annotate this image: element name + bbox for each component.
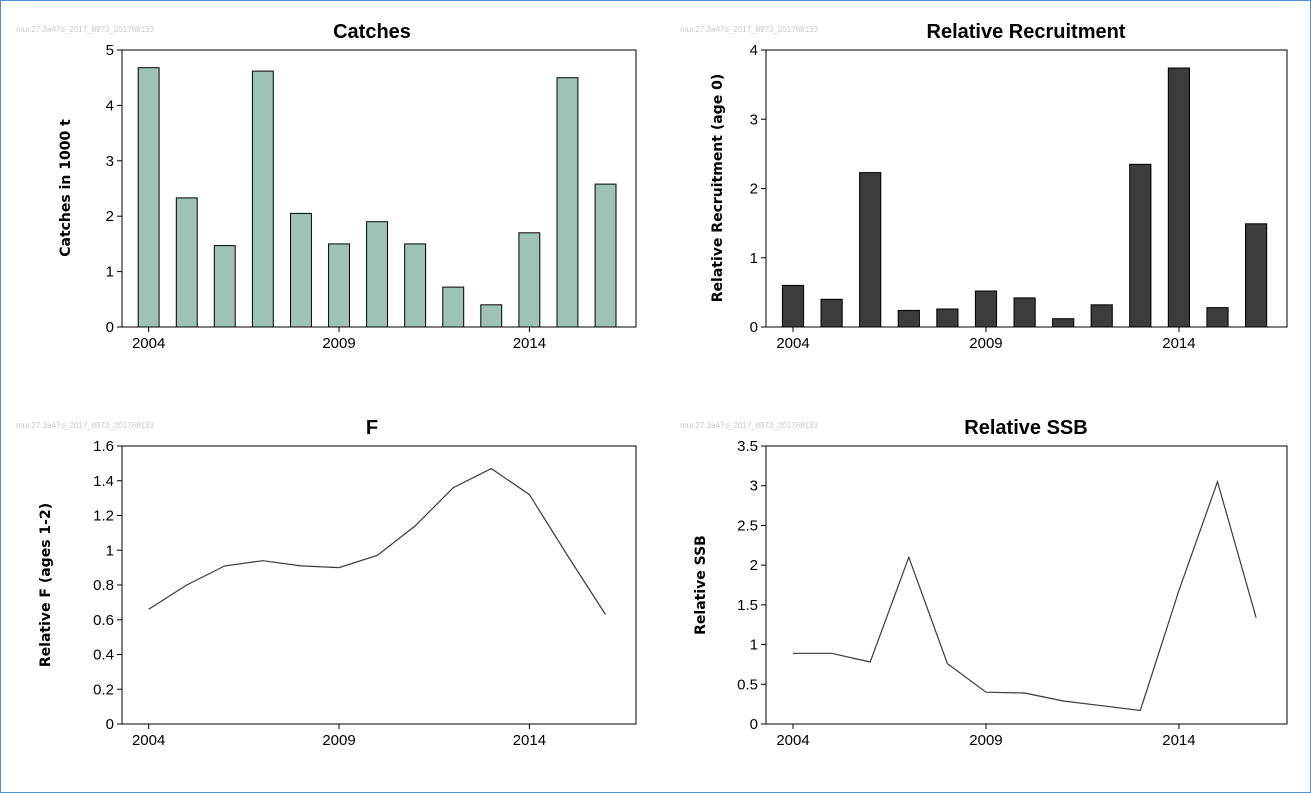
ssb-plot-frame [765, 445, 1288, 725]
catches-bar-2006 [213, 245, 236, 328]
recruitment-bar-2011 [1052, 318, 1075, 328]
f-y-tick-label: 0 [106, 716, 114, 733]
f-watermark: mur.27.3a47d_2017_8973_201768133 [16, 421, 154, 430]
catches-bar-2005 [175, 197, 198, 328]
ssb-chart: mur.27.3a47d_2017_8973_201768133 Relative… [680, 417, 1288, 749]
catches-x-tick-label: 2009 [322, 335, 355, 352]
recruitment-bar-2008 [936, 308, 959, 328]
recruitment-y-tick-label: 2 [750, 181, 758, 198]
catches-bar-2010 [366, 221, 389, 328]
f-x-tick-label: 2009 [322, 732, 355, 749]
ssb-y-tick-label: 3.5 [737, 438, 758, 455]
catches-y-tick-label: 2 [106, 208, 114, 225]
catches-y-tick-label: 1 [106, 264, 114, 281]
ssb-y-tick-label: 0.5 [737, 676, 758, 693]
ssb-y-tick-label: 0 [750, 716, 758, 733]
recruitment-plot-frame [765, 49, 1288, 328]
catches-watermark: mur.27.3a47d_2017_8973_201768133 [16, 25, 154, 34]
recruitment-x-tick-label: 2004 [776, 335, 809, 352]
recruitment-chart: mur.27.3a47d_2017_8973_201768133 Relative… [680, 21, 1288, 352]
recruitment-y-tick-label: 3 [750, 111, 758, 128]
recruitment-bar-2016 [1245, 223, 1268, 328]
catches-plot-frame [121, 49, 637, 328]
recruitment-bar-2006 [859, 172, 882, 328]
f-x-tick-label: 2014 [513, 732, 546, 749]
f-y-tick-label: 1.4 [93, 473, 114, 490]
recruitment-bar-2013 [1129, 163, 1152, 328]
catches-y-tick-label: 0 [106, 319, 114, 336]
catches-bar-2014 [518, 232, 541, 328]
ssb-series-line [793, 479, 1257, 712]
ssb-x-tick-label: 2009 [969, 732, 1002, 749]
recruitment-bar-2007 [897, 309, 920, 328]
catches-bar-2011 [404, 243, 427, 328]
recruitment-y-axis-label: Relative Recruitment (age 0) [710, 74, 726, 302]
ssb-x-tick-label: 2014 [1162, 732, 1195, 749]
recruitment-bar-2005 [820, 298, 843, 328]
f-chart: mur.27.3a47d_2017_8973_201768133 F Relativ… [16, 417, 637, 749]
f-y-tick-label: 0.4 [93, 647, 114, 664]
catches-bar-2015 [556, 77, 579, 328]
recruitment-bar-2012 [1090, 304, 1113, 328]
f-y-axis-label: Relative F (ages 1-2) [38, 503, 54, 667]
catches-title: Catches [333, 21, 411, 43]
catches-y-tick-label: 4 [106, 97, 114, 114]
recruitment-y-tick-label: 4 [750, 42, 758, 59]
recruitment-x-tick-label: 2009 [969, 335, 1002, 352]
ssb-y-axis-label: Relative SSB [693, 535, 709, 635]
catches-bar-2009 [328, 243, 351, 328]
f-y-tick-label: 1.6 [93, 438, 114, 455]
catches-y-tick-label: 3 [106, 153, 114, 170]
f-plot-frame [121, 445, 637, 725]
recruitment-bar-2004 [781, 284, 805, 328]
ssb-y-tick-label: 2 [750, 557, 758, 574]
f-y-tick-label: 1.2 [93, 508, 114, 525]
recruitment-y-tick-label: 1 [750, 250, 758, 267]
ssb-y-tick-label: 1 [750, 637, 758, 654]
catches-y-tick-label: 5 [106, 42, 114, 59]
recruitment-bar-2014 [1167, 67, 1191, 328]
catches-bar-2013 [480, 304, 503, 328]
catches-bar-2007 [251, 70, 274, 328]
ssb-watermark: mur.27.3a47d_2017_8973_201768133 [680, 421, 818, 430]
f-title: F [366, 417, 378, 439]
f-y-tick-label: 0.8 [93, 577, 114, 594]
f-y-tick-label: 0.6 [93, 612, 114, 629]
recruitment-bar-2015 [1206, 307, 1229, 328]
catches-y-axis-label: Catches in 1000 t [58, 119, 74, 257]
recruitment-bar-2009 [974, 290, 998, 328]
f-x-tick-label: 2004 [132, 732, 165, 749]
recruitment-y-tick-label: 0 [750, 319, 758, 336]
catches-bar-2016 [594, 183, 617, 328]
recruitment-x-tick-label: 2014 [1162, 335, 1195, 352]
f-y-tick-label: 1 [106, 542, 114, 559]
recruitment-watermark: mur.27.3a47d_2017_8973_201768133 [680, 25, 818, 34]
ssb-y-tick-label: 3 [750, 478, 758, 495]
catches-bar-2008 [290, 212, 312, 328]
ssb-title: Relative SSB [964, 417, 1087, 439]
catches-bar-2012 [442, 286, 465, 328]
catches-chart: mur.27.3a47d_2017_8973_201768133 Catches C… [16, 21, 637, 352]
catches-x-tick-label: 2014 [513, 335, 546, 352]
ssb-x-tick-label: 2004 [776, 732, 809, 749]
ssb-y-tick-label: 2.5 [737, 517, 758, 534]
f-series-line [148, 467, 607, 615]
recruitment-bar-2010 [1013, 297, 1036, 328]
ssb-y-tick-label: 1.5 [737, 597, 758, 614]
catches-x-tick-label: 2004 [132, 335, 165, 352]
recruitment-title: Relative Recruitment [927, 21, 1126, 43]
f-y-tick-label: 0.2 [93, 681, 114, 698]
catches-bar-2004 [137, 67, 160, 328]
